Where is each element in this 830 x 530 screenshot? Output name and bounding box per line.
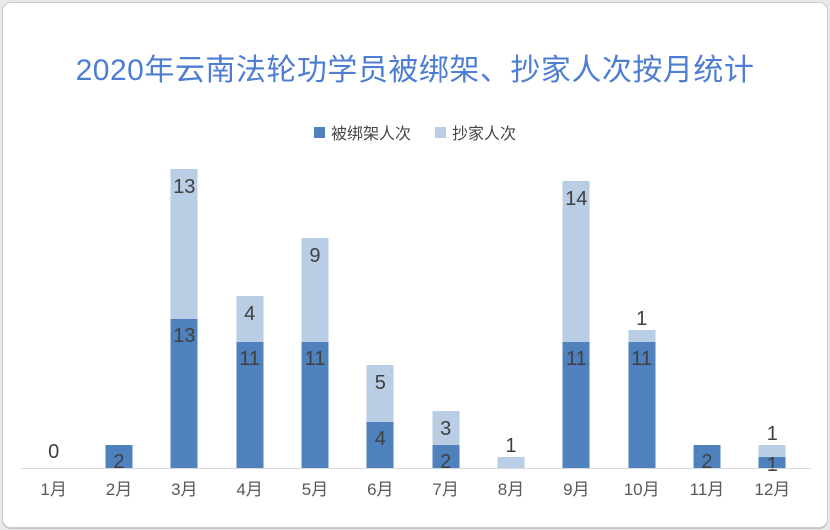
data-label-raided: 9 (309, 245, 321, 267)
data-label-kidnapped: 1 (766, 453, 778, 476)
legend: 被绑架人次 抄家人次 (3, 120, 827, 144)
bar-segment-raided (628, 330, 656, 342)
data-label-kidnapped: 4 (374, 428, 386, 450)
data-label-kidnapped: 11 (304, 347, 326, 370)
bar-segment-kidnapped (562, 341, 590, 468)
bar-segment-kidnapped (366, 422, 394, 468)
bar-segment-raided (170, 169, 198, 319)
bar-column: 1 (478, 158, 543, 468)
data-label-kidnapped: 13 (173, 324, 196, 347)
bar-segment-raided (758, 445, 786, 457)
stacked-bar (562, 180, 590, 468)
month-label: 4月 (236, 480, 263, 499)
data-label-kidnapped: 11 (239, 347, 261, 370)
bar-column: 11 1 (609, 158, 674, 468)
stacked-bar (497, 456, 525, 468)
legend-label: 被绑架人次 (330, 126, 411, 143)
data-label-raided: 4 (244, 302, 256, 325)
data-label-raided: 5 (374, 371, 386, 394)
data-label-raided: 1 (636, 308, 648, 330)
bar-column: 2 (86, 158, 151, 472)
data-label-zero: 0 (48, 441, 60, 463)
legend-label: 抄家人次 (452, 126, 517, 143)
bar-column: 13 13 (152, 158, 217, 468)
month-label: 3月 (171, 480, 198, 499)
month-label: 10月 (623, 480, 660, 499)
bar-segment-kidnapped (170, 318, 198, 468)
bar-segment-kidnapped (432, 445, 460, 468)
bar-column: 2 (674, 158, 739, 472)
stacked-bar (628, 330, 656, 468)
month-label: 7月 (432, 480, 459, 499)
legend-swatch-icon (435, 126, 446, 138)
bar-column: 11 4 (217, 158, 282, 468)
month-label: 5月 (301, 480, 329, 499)
bar-segment-kidnapped (628, 341, 656, 468)
chart-title: 2020年云南法轮功学员被绑架、抄家人次按月统计 (75, 54, 755, 87)
bar-segment-kidnapped (301, 341, 329, 468)
stacked-bar (301, 238, 329, 468)
bar-segment-raided (366, 364, 394, 422)
month-label: 1月 (40, 480, 67, 499)
month-label: 11月 (689, 480, 725, 499)
legend-swatch-icon (313, 126, 325, 138)
month-label: 9月 (563, 480, 590, 499)
data-label-raided: 1 (505, 434, 517, 457)
bar-segment-raided (432, 410, 460, 445)
bar-segment-raided (301, 238, 329, 342)
month-label: 6月 (367, 480, 394, 499)
bar-segment-kidnapped (105, 445, 133, 468)
category-axis: 1月 2月 3月 4月 5月 6月 7月 8月 9月 10月 11月 12月 (21, 469, 805, 509)
legend-item-kidnapped: 被绑架人次 (313, 120, 411, 144)
stacked-bar (366, 364, 394, 468)
x-axis-line (21, 468, 811, 469)
legend-item-raided: 抄家人次 (435, 120, 516, 144)
bar-column: 0 (21, 158, 86, 468)
month-label: 12月 (754, 480, 791, 499)
data-label-raided: 14 (565, 187, 588, 210)
bar-column: 11 9 (282, 158, 347, 468)
stacked-bar (693, 445, 721, 468)
data-label-kidnapped: 2 (701, 451, 713, 473)
plot-area: 0 2 13 13 11 4 11 9 4 5 2 3 1 11 14 11 1 2 1 1 (21, 158, 805, 475)
data-label-kidnapped: 11 (631, 347, 653, 370)
bar-segment-raided (562, 180, 590, 342)
data-label-kidnapped: 2 (440, 451, 452, 473)
month-label: 2月 (105, 480, 133, 499)
data-label-kidnapped: 11 (565, 347, 587, 370)
bar-segment-kidnapped (693, 445, 721, 468)
month-label: 8月 (497, 480, 525, 499)
bar-segment-kidnapped (758, 456, 786, 468)
stacked-bar (105, 445, 133, 468)
data-label-raided: 13 (173, 176, 196, 198)
bar-column: 11 14 (544, 158, 609, 468)
bar-segment-raided (236, 295, 264, 342)
stacked-bar (758, 445, 786, 468)
data-label-raided: 1 (766, 423, 778, 445)
bar-segment-raided (497, 456, 525, 468)
data-label-raided: 3 (440, 417, 452, 440)
bar-segment-kidnapped (236, 341, 264, 468)
stacked-bar (170, 169, 198, 468)
stacked-bar (432, 410, 460, 468)
data-label-kidnapped: 2 (113, 451, 125, 473)
stacked-bar (236, 295, 264, 468)
